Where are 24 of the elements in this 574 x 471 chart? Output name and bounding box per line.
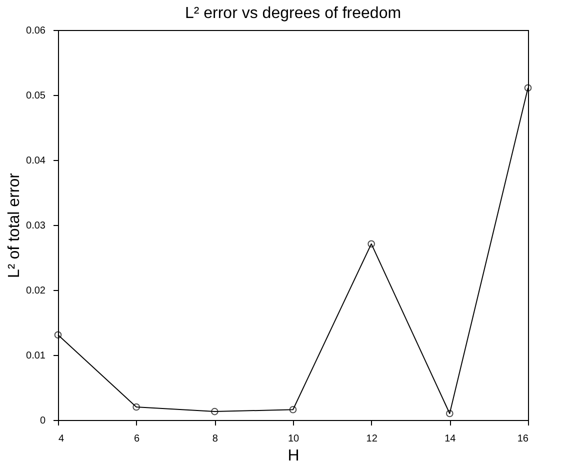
y-axis-title: L² of total error	[6, 172, 24, 278]
chart-title: L² error vs degrees of freedom	[184, 5, 402, 22]
y-tick-label: 0.05	[26, 90, 46, 102]
y-tick-label: 0.01	[26, 350, 46, 362]
point	[211, 408, 218, 416]
x-tick-label: 12	[366, 434, 378, 444]
point	[524, 84, 532, 92]
point	[54, 331, 62, 339]
point	[289, 406, 297, 414]
y-tick-label: 0	[40, 416, 46, 426]
x-tick-label: 10	[288, 434, 300, 444]
x-tick-label: 6	[134, 434, 140, 444]
y-tick-label: 0.02	[26, 286, 46, 296]
point	[446, 410, 454, 418]
x-tick-label: 4	[58, 434, 64, 444]
x-tick-label: 14	[444, 434, 456, 444]
point	[132, 403, 140, 411]
point	[368, 240, 375, 248]
x-tick-label: 8	[212, 434, 218, 444]
x-tick-label: 16	[517, 434, 529, 444]
y-tick-label: 0.03	[26, 220, 46, 232]
y-tick-label: 0.04	[26, 156, 46, 166]
y-tick-label: 0.06	[26, 26, 46, 36]
x-axis-title: H	[288, 448, 300, 464]
